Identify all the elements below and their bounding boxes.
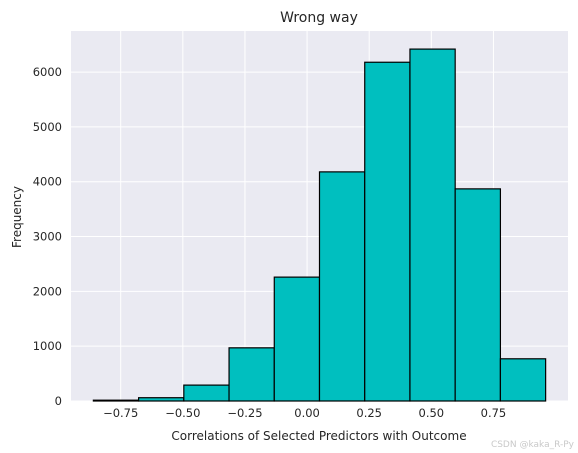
y-tick-label: 1000 <box>33 339 62 353</box>
x-tick-label: −0.50 <box>165 406 200 420</box>
histogram-bar <box>409 48 456 402</box>
histogram-bar <box>499 358 547 402</box>
histogram-bar <box>318 171 366 402</box>
x-tick-label: 0.25 <box>356 406 382 420</box>
x-tick-labels: −0.75 −0.50 −0.25 0.00 0.25 0.50 0.75 <box>103 406 506 420</box>
histogram-bar <box>273 276 321 402</box>
y-tick-label: 6000 <box>33 65 62 79</box>
histogram-bar <box>92 399 140 402</box>
x-tick-label: −0.25 <box>227 406 262 420</box>
bars-group <box>92 48 547 402</box>
y-tick-label: 5000 <box>33 120 62 134</box>
x-tick-label: 0.75 <box>481 406 507 420</box>
chart-title: Wrong way <box>280 10 358 26</box>
x-tick-label: 0.50 <box>419 406 445 420</box>
y-tick-labels: 0 1000 2000 3000 4000 5000 6000 <box>33 65 62 408</box>
histogram-bar <box>137 397 185 402</box>
histogram-bar <box>228 347 275 402</box>
y-tick-label: 4000 <box>33 175 62 189</box>
histogram-bar <box>183 384 230 402</box>
y-tick-label: 0 <box>55 394 62 408</box>
histogram-bar <box>364 61 411 402</box>
y-axis-label: Frequency <box>10 186 24 248</box>
x-tick-label: 0.00 <box>294 406 320 420</box>
y-tick-label: 3000 <box>33 230 62 244</box>
histogram-bar <box>454 188 502 402</box>
watermark-text: CSDN @kaka_R-Py <box>490 440 574 450</box>
x-tick-label: −0.75 <box>103 406 138 420</box>
y-tick-label: 2000 <box>33 284 62 298</box>
x-axis-label: Correlations of Selected Predictors with… <box>171 429 466 443</box>
